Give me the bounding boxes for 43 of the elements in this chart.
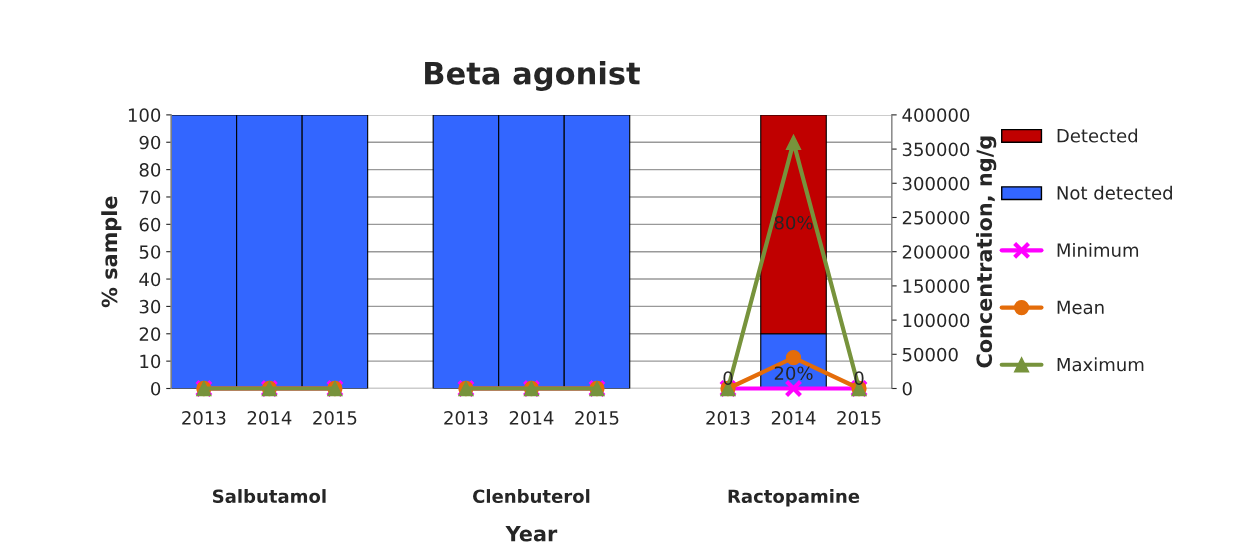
y2-tick-label: 50000 [902,347,958,362]
y-tick-label: 100 [128,108,161,122]
x-tick-label: 2015 [575,411,619,425]
x-tick-label: 2014 [509,411,554,425]
y2-tick-label: 300000 [902,176,970,191]
data-label: 20% [774,366,813,381]
legend-label: Maximum [1057,357,1144,372]
legend-label: Mean [1057,300,1104,315]
legend-label: Detected [1057,128,1138,143]
legend-label: Not detected [1057,185,1172,200]
x-tick-label: 2013 [444,411,488,425]
y-tick-label: 80 [139,163,161,177]
x-tick-label: 2015 [313,411,357,425]
x-tick-label: 2014 [247,411,292,425]
x-tick-label: 2015 [837,411,881,425]
y2-axis-title: Concentration, ng/g [975,136,997,368]
x-axis-title: Year [505,526,558,542]
x-tick-label: 2013 [706,411,750,425]
y2-tick-label: 250000 [902,210,970,225]
chart-title: Beta agonist [425,61,640,91]
data-label: 80% [774,215,813,230]
y-tick-label: 40 [139,272,161,287]
y-tick-label: 10 [140,354,161,369]
y-tick-label: 20 [139,327,161,341]
y2-tick-label: 150000 [903,279,970,294]
y-tick-label: 60 [139,217,161,232]
y-tick-label: 90 [139,135,161,150]
y-tick-label: 30 [139,299,161,314]
legend-label: Minimum [1057,242,1139,257]
y2-tick-label: 200000 [902,245,970,259]
x-tick-label: 2014 [771,411,816,425]
y-tick-label: 0 [151,381,161,396]
text: Clenbuterol [473,489,590,504]
y2-tick-label: 400000 [902,108,970,122]
y2-tick-label: 350000 [902,142,970,157]
text: Ractopamine [728,489,860,507]
y-axis-title: % sample [101,196,122,308]
y-tick-label: 50 [139,245,161,259]
y-tick-label: 70 [139,190,161,205]
y2-tick-label: 100000 [903,313,970,328]
text: Salbutamol [212,489,326,504]
x-tick-label: 2013 [182,411,226,425]
y2-tick-label: 0 [902,381,912,396]
